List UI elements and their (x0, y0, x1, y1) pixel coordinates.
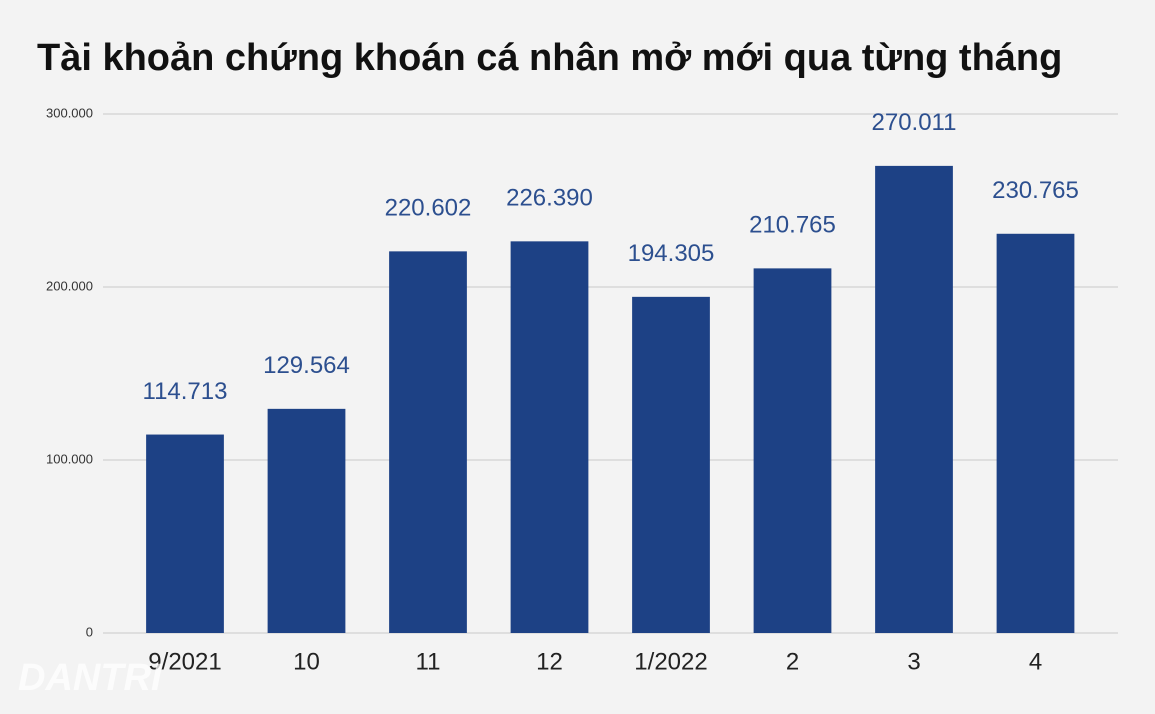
bar (510, 241, 589, 633)
x-tick-label: 4 (1029, 648, 1042, 675)
value-label: 114.713 (143, 378, 228, 405)
value-label: 226.390 (506, 185, 593, 212)
x-tick-label: 9/2021 (148, 648, 221, 675)
x-tick-label: 12 (536, 648, 563, 675)
y-tick-label: 300.000 (46, 105, 93, 120)
y-tick-label: 200.000 (46, 278, 93, 293)
value-label: 220.602 (385, 195, 472, 222)
value-label: 194.305 (628, 240, 715, 267)
bar (267, 408, 346, 633)
value-label: 230.765 (992, 177, 1079, 204)
bar (389, 251, 467, 634)
watermark: DANTRI (18, 657, 163, 699)
value-label: 210.765 (749, 212, 836, 239)
x-tick-label: 10 (293, 648, 320, 675)
x-tick-label: 3 (907, 648, 920, 675)
bar (875, 165, 953, 633)
x-tick-label: 1/2022 (634, 648, 707, 675)
bar (146, 434, 224, 633)
x-tick-label: 2 (786, 648, 799, 675)
value-label: 129.564 (263, 352, 350, 379)
bar (753, 268, 832, 633)
value-label: 270.011 (872, 109, 957, 136)
x-tick-label: 11 (416, 648, 441, 675)
bar (632, 296, 710, 633)
y-tick-label: 100.000 (46, 451, 93, 466)
y-tick-label: 0 (86, 624, 93, 639)
chart-title: Tài khoản chứng khoán cá nhân mở mới qua… (37, 37, 1062, 79)
bar (996, 233, 1075, 633)
